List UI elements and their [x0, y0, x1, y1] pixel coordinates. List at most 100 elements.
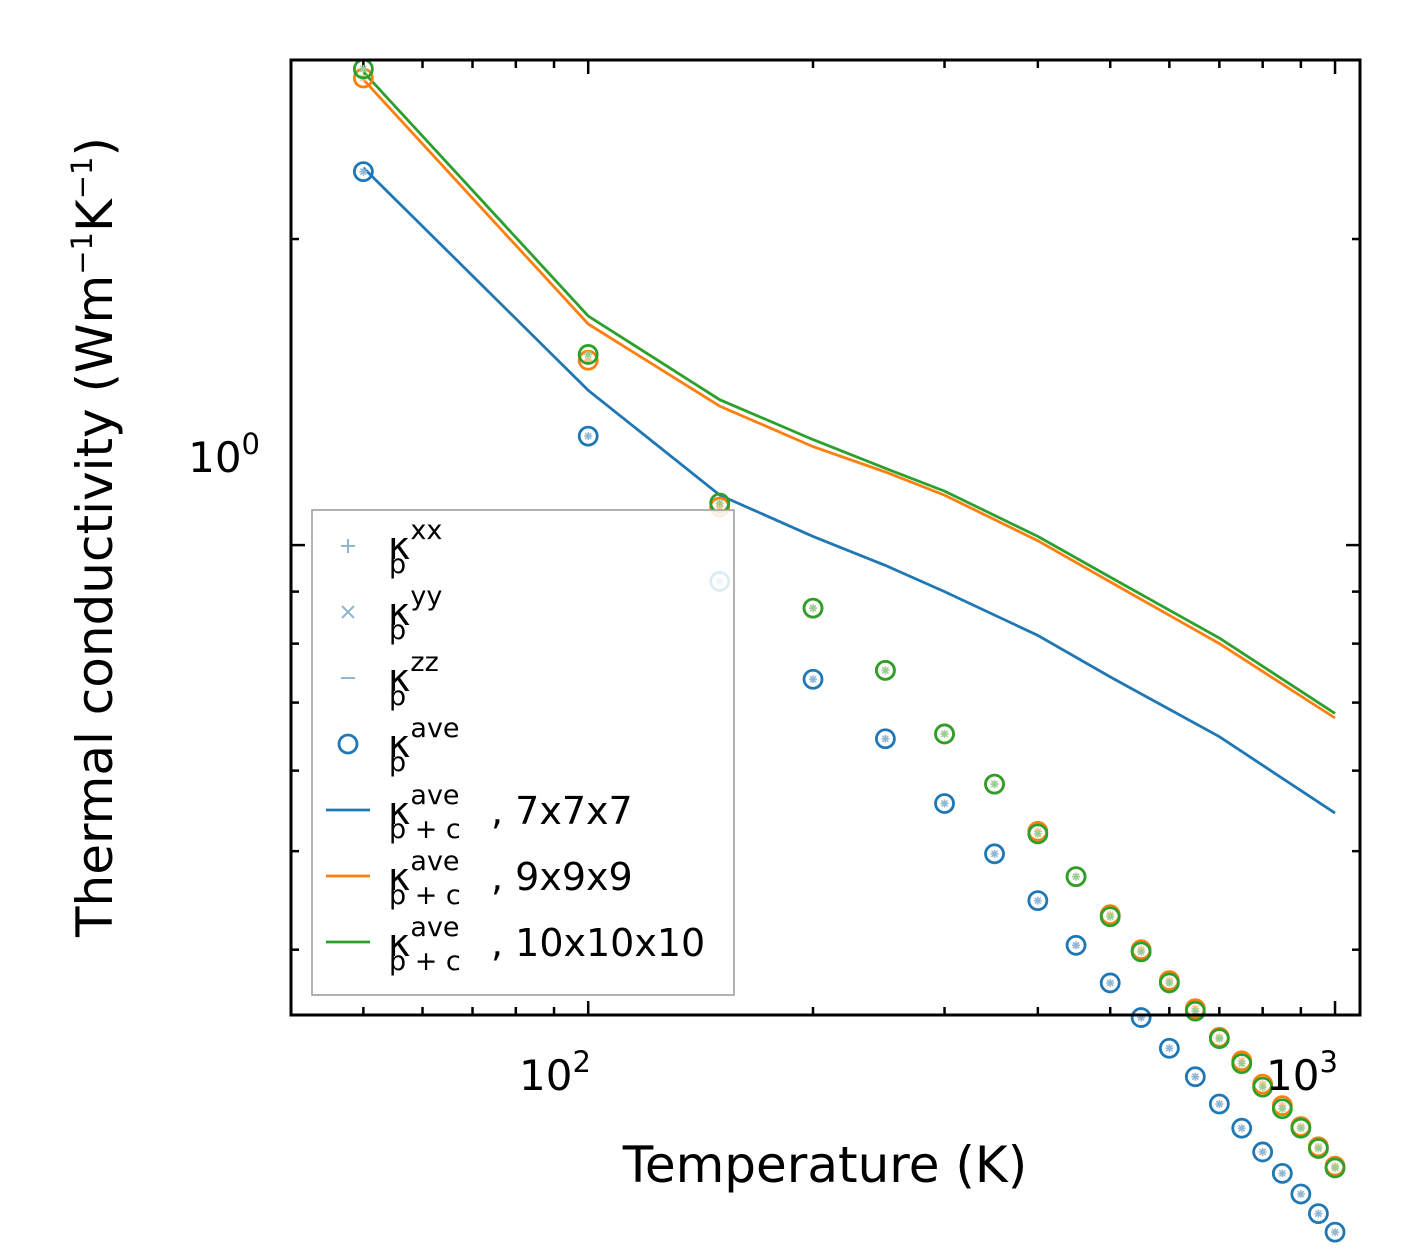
circle-marker [984, 843, 1005, 865]
data-point-kp_low-400 [1027, 890, 1049, 912]
cross-marker-b [1297, 1124, 1305, 1132]
line-series-9x9x9 [362, 78, 1336, 720]
legend-label-kpc-9x9x9: κave p + c, 9x9x9 [388, 846, 633, 911]
data-point-kp_high_g-250 [874, 659, 896, 681]
circle-marker [1290, 1117, 1312, 1139]
data-point-kp_low-50 [352, 161, 374, 182]
data-point-kp_high_g-900 [1290, 1117, 1312, 1139]
legend-label-kpc-7x7x7: κave p + c, 7x7x7 [388, 780, 633, 845]
data-point-kp_high_g-600 [1158, 972, 1180, 994]
cross-marker-b [1331, 1164, 1339, 1172]
data-point-kp_high_g-100 [577, 344, 599, 365]
line-series-group [362, 70, 1336, 815]
cross-marker-b [1191, 1007, 1199, 1015]
cross-marker-b [1238, 1060, 1246, 1068]
circle-marker [1271, 1098, 1293, 1120]
y-tick-label-1: 100 [188, 427, 260, 482]
cross-marker-b [1165, 979, 1173, 987]
circle-marker [1184, 1066, 1206, 1088]
data-point-kp_high_g-750 [1231, 1053, 1253, 1075]
circle-marker [934, 793, 955, 814]
cross-marker-b [359, 65, 367, 73]
data-point-kp_high_g-800 [1252, 1076, 1274, 1098]
data-point-kp_low-950 [1308, 1203, 1329, 1225]
circle-marker [1324, 1157, 1346, 1179]
circle-marker [577, 425, 599, 447]
circle-marker [1065, 934, 1087, 956]
y-axis-title: Thermal conductivity (Wm−1K−1) [65, 137, 124, 938]
line-series-10x10x10 [362, 70, 1336, 715]
cross-marker-b [1072, 941, 1080, 949]
data-point-kp_high_g-300 [934, 723, 955, 745]
circle-marker [802, 597, 824, 619]
data-point-kp_low-200 [802, 668, 824, 690]
x-axis-title: Temperature (K) [622, 1136, 1027, 1194]
cross-marker-b [1137, 948, 1145, 956]
data-point-kp_low-600 [1158, 1037, 1180, 1059]
cross-marker-b [1034, 897, 1042, 905]
data-point-kp_high_g-550 [1130, 941, 1152, 963]
data-point-kp_low-250 [874, 728, 896, 750]
cross-marker-b [1259, 1083, 1267, 1091]
circle-marker [1252, 1076, 1274, 1098]
data-point-kp_low-550 [1130, 1007, 1152, 1028]
legend-marker-0 [341, 539, 355, 553]
circle-marker [1252, 1141, 1274, 1163]
circle-marker [802, 668, 824, 690]
circle-marker [1208, 1093, 1230, 1115]
circle-marker [1158, 972, 1180, 994]
circle-marker [1271, 1163, 1293, 1184]
circle-marker [874, 728, 896, 750]
cross-marker-b [990, 850, 999, 858]
cross-marker-b [1106, 979, 1114, 987]
data-point-kp_low-500 [1099, 972, 1121, 994]
circle-marker [984, 773, 1005, 795]
cross-marker-b [584, 350, 592, 358]
data-point-kp_high_g-950 [1308, 1138, 1329, 1159]
legend-label-kp-ave: κave p [388, 713, 460, 778]
cross-marker-b [1297, 1190, 1305, 1198]
data-point-kp_high_g-700 [1208, 1028, 1230, 1050]
circle-marker [1130, 1007, 1152, 1028]
scatter-points-group [352, 58, 1346, 1243]
cross-marker-b [1259, 1148, 1267, 1156]
cross-marker-b [1106, 913, 1114, 921]
data-point-kp_low-450 [1065, 934, 1087, 956]
data-point-kp_low-750 [1231, 1117, 1253, 1139]
data-point-kp_high_g-200 [802, 597, 824, 619]
data-point-kp_low-900 [1290, 1183, 1312, 1205]
circle-marker [1099, 972, 1121, 994]
cross-marker-b [1314, 1144, 1322, 1153]
cross-marker-b [881, 666, 889, 674]
data-point-kp_high_g-850 [1271, 1098, 1293, 1120]
legend-label-kp-xx: κxx p [388, 515, 442, 580]
data-point-kp_low-100 [577, 425, 599, 447]
circle-marker [1065, 866, 1087, 888]
data-point-kp_low-350 [984, 843, 1005, 865]
legend-frame [311, 509, 735, 996]
cross-marker-b [941, 730, 949, 738]
circle-marker [874, 659, 896, 681]
circle-marker [1231, 1053, 1253, 1075]
cross-marker-b [359, 168, 367, 176]
legend-label-kp-yy: κyy p [388, 581, 442, 646]
circle-marker [577, 344, 599, 365]
cross-marker-b [941, 799, 949, 808]
data-point-kp_high_g-450 [1065, 866, 1087, 888]
data-point-kp_low-850 [1271, 1163, 1293, 1184]
circle-marker [1208, 1028, 1230, 1050]
cross-marker-b [1072, 873, 1080, 881]
circle-marker [352, 161, 374, 182]
data-point-kp_low-300 [934, 793, 955, 814]
data-point-kp_high_g-500 [1099, 906, 1121, 928]
circle-marker [934, 723, 955, 745]
circle-marker [1027, 823, 1049, 845]
cross-marker-b [1165, 1044, 1173, 1052]
x-tick-label-1000: 103 [1266, 1045, 1338, 1100]
data-point-kp_high_g-350 [984, 773, 1005, 795]
cross-marker-b [1034, 830, 1042, 838]
data-point-kp_low-1000 [1324, 1221, 1346, 1243]
legend-marker-1 [341, 605, 355, 619]
cross-marker-b [1314, 1210, 1322, 1218]
